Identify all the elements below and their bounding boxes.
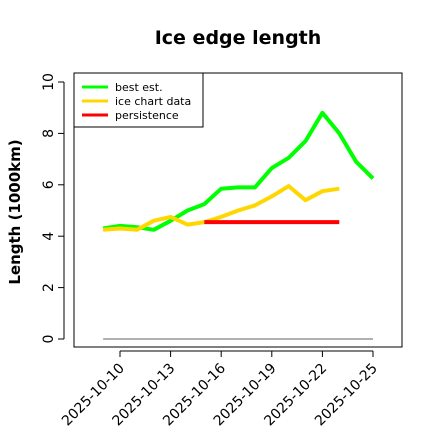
y-tick-label: 10 — [41, 73, 57, 91]
y-tick-label: 6 — [41, 180, 57, 189]
y-tick-label: 2 — [41, 283, 57, 292]
series-layer — [102, 110, 375, 232]
legend-label-ice-chart-data: ice chart data — [115, 95, 191, 108]
y-axis-label: Length (1000km) — [6, 139, 24, 284]
y-tick-label: 0 — [41, 335, 57, 344]
series-line-ice-chart-data — [102, 184, 340, 232]
y-axis: 0 2 4 6 8 10 — [41, 73, 65, 344]
legend-label-persistence: persistence — [115, 109, 179, 122]
y-tick-label: 4 — [41, 232, 57, 241]
chart-title: Ice edge length — [155, 27, 322, 49]
plot-frame — [73, 72, 403, 348]
legend-label-best-est: best est. — [115, 81, 163, 94]
x-axis: 2025-10-102025-10-132025-10-162025-10-19… — [59, 350, 381, 429]
y-tick-label: 8 — [41, 129, 57, 138]
legend: best est. ice chart data persistence — [73, 72, 204, 128]
series-line-best-est — [102, 110, 375, 232]
